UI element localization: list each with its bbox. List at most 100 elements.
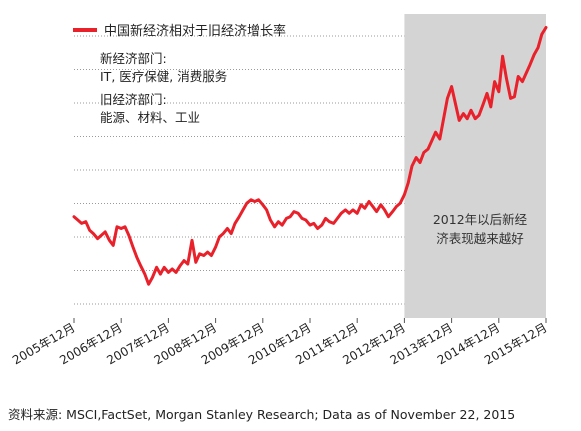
data-point — [257, 198, 260, 201]
data-point — [277, 220, 280, 223]
data-point — [517, 75, 519, 78]
data-point — [171, 268, 173, 270]
data-point — [88, 229, 91, 231]
data-point — [203, 254, 205, 257]
data-point — [206, 251, 209, 253]
data-point — [186, 263, 189, 265]
data-point — [324, 217, 327, 220]
data-point — [214, 246, 217, 248]
x-axis-ticks: 2005年12月2006年12月2007年12月2008年12月2009年12月… — [10, 318, 550, 368]
data-point — [104, 231, 106, 233]
data-point — [159, 273, 162, 275]
data-point — [285, 217, 288, 220]
data-point — [466, 117, 468, 120]
data-point — [380, 204, 382, 206]
data-point — [371, 205, 374, 208]
data-point — [85, 220, 87, 223]
data-point — [242, 209, 244, 211]
data-point — [407, 182, 409, 184]
annotation-line-1: 2012年以后新经 — [432, 212, 528, 227]
data-point — [442, 117, 445, 120]
data-point — [226, 227, 229, 230]
data-point — [198, 253, 201, 255]
data-point — [533, 53, 535, 56]
data-point — [112, 244, 114, 247]
new-sector-items: IT, 医疗保健, 消费服务 — [100, 69, 228, 84]
data-point — [230, 232, 232, 235]
data-point — [80, 222, 83, 225]
data-point — [309, 224, 311, 226]
data-point — [470, 109, 472, 112]
data-point — [501, 55, 504, 58]
data-point — [427, 148, 429, 150]
data-point — [183, 259, 185, 262]
old-sector-items: 能源、材料、工业 — [100, 110, 201, 125]
data-point — [135, 256, 138, 259]
data-point — [529, 63, 531, 66]
data-point — [493, 80, 496, 83]
new-sector-title: 新经济部门: — [100, 51, 167, 66]
data-point — [191, 239, 193, 242]
data-point — [108, 239, 111, 242]
data-point — [151, 276, 154, 279]
data-point — [76, 219, 79, 221]
data-point — [399, 202, 401, 204]
data-point — [328, 220, 331, 223]
data-point — [352, 209, 354, 211]
data-point — [509, 97, 512, 100]
data-point — [289, 215, 291, 218]
data-point — [521, 80, 524, 83]
data-point — [120, 227, 122, 230]
data-point — [269, 219, 272, 221]
data-point — [124, 226, 126, 228]
data-point — [363, 207, 366, 210]
data-point — [411, 165, 413, 167]
data-point — [430, 139, 433, 142]
annotation-line-2: 济表现越来越好 — [436, 231, 524, 246]
data-point — [332, 222, 335, 225]
data-point — [222, 232, 224, 235]
data-point — [391, 210, 394, 213]
data-point — [439, 138, 441, 140]
data-point — [100, 234, 103, 237]
data-point — [403, 193, 406, 196]
data-point — [92, 232, 95, 235]
data-point — [340, 212, 342, 215]
data-point — [540, 33, 543, 36]
data-point — [179, 264, 181, 267]
data-point — [383, 209, 386, 211]
data-point — [454, 102, 457, 105]
source-note: 资料来源: MSCI,FactSet, Morgan Stanley Resea… — [8, 407, 516, 422]
data-point — [116, 226, 118, 228]
data-point — [73, 215, 75, 218]
legend-label: 中国新经济相对于旧经济增长率 — [104, 24, 287, 39]
data-point — [127, 234, 130, 237]
data-point — [525, 72, 527, 74]
data-point — [537, 46, 539, 49]
data-point — [316, 227, 319, 230]
data-point — [321, 224, 323, 226]
legend-swatch — [73, 28, 97, 32]
data-point — [293, 210, 295, 213]
data-point — [458, 119, 460, 122]
data-point — [368, 200, 370, 203]
data-point — [167, 271, 170, 274]
data-point — [234, 222, 236, 225]
data-point — [344, 209, 347, 211]
data-point — [245, 202, 248, 204]
data-point — [265, 209, 268, 211]
data-point — [301, 217, 303, 220]
data-point — [147, 283, 150, 286]
data-point — [422, 151, 425, 154]
data-point — [450, 85, 453, 88]
data-point — [175, 271, 177, 274]
data-point — [262, 204, 264, 206]
data-point — [297, 212, 300, 215]
data-point — [462, 112, 465, 115]
data-point — [387, 215, 390, 218]
data-point — [238, 215, 240, 218]
data-point — [336, 217, 339, 220]
shaded-region — [404, 14, 546, 318]
data-point — [434, 131, 437, 134]
